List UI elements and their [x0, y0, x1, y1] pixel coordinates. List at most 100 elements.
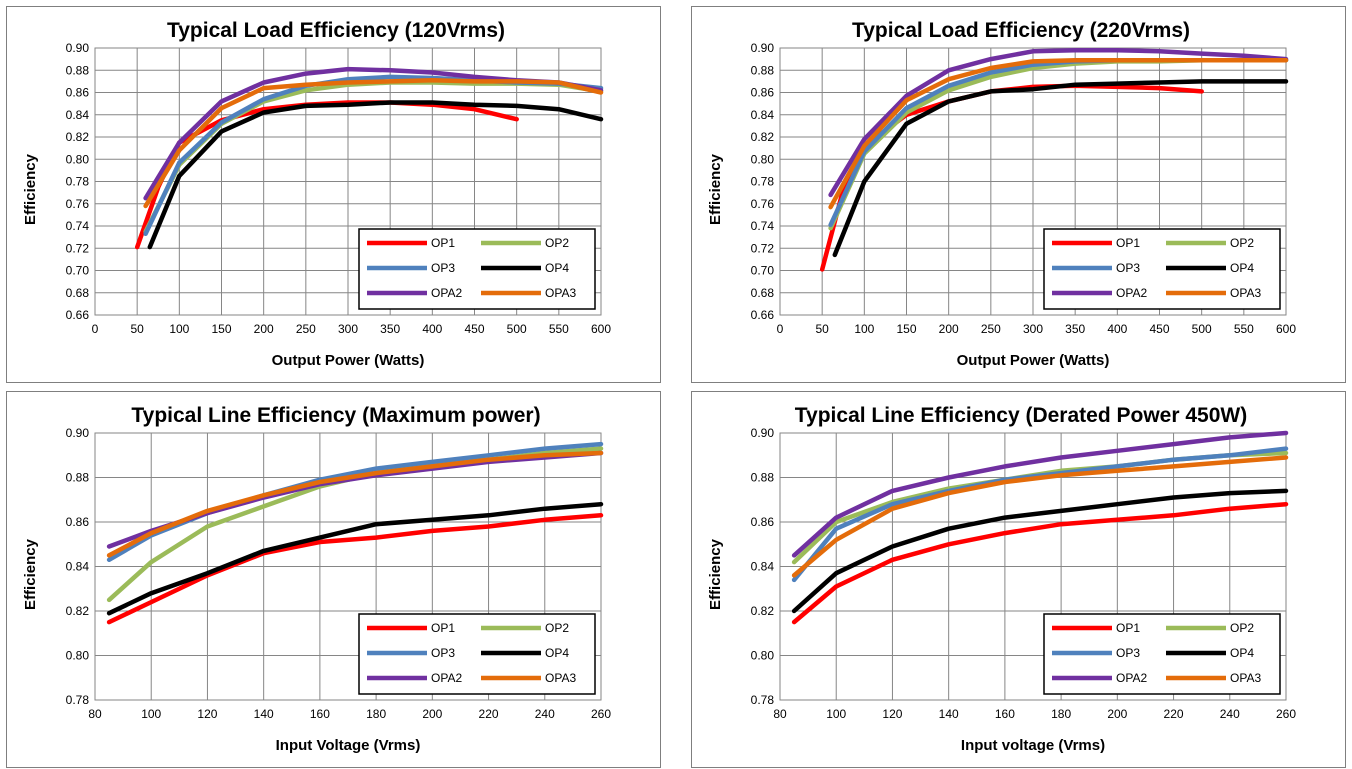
y-tick-label: 0.70 — [751, 264, 775, 278]
x-tick-label: 140 — [254, 707, 274, 721]
series-line-opa2 — [828, 47, 1289, 198]
x-tick-label: 200 — [254, 322, 274, 336]
y-axis-label: Efficiency — [707, 538, 724, 610]
y-tick-label: 0.80 — [66, 152, 90, 166]
legend-label: OP4 — [545, 261, 569, 275]
y-tick-label: 0.88 — [751, 471, 775, 485]
x-tick-label: 500 — [507, 322, 527, 336]
legend-label: OPA2 — [1116, 671, 1147, 685]
x-tick-label: 120 — [882, 707, 902, 721]
chart-panel-line-derated: Typical Line Efficiency (Derated Power 4… — [691, 391, 1346, 768]
plot-area — [779, 47, 1287, 316]
y-tick-label: 0.84 — [751, 108, 775, 122]
x-tick-label: 50 — [815, 322, 829, 336]
y-tick-label: 0.82 — [66, 604, 90, 618]
x-tick-label: 0 — [92, 322, 99, 336]
series-line-op4 — [147, 100, 604, 250]
y-tick-label: 0.70 — [66, 264, 90, 278]
legend-label: OP3 — [1116, 646, 1140, 660]
x-tick-label: 160 — [310, 707, 330, 721]
legend-label: OP2 — [545, 621, 569, 635]
x-tick-label: 450 — [1149, 322, 1169, 336]
x-axis-label: Input voltage (Vrms) — [961, 737, 1105, 754]
x-tick-label: 250 — [981, 322, 1001, 336]
x-tick-label: 150 — [896, 322, 916, 336]
series-line-opa3 — [828, 57, 1289, 210]
y-tick-label: 0.82 — [751, 130, 775, 144]
y-tick-label: 0.84 — [66, 560, 90, 574]
series-line-op2 — [791, 450, 1289, 565]
x-tick-label: 80 — [88, 707, 102, 721]
x-tick-label: 220 — [1164, 707, 1184, 721]
legend-label: OPA3 — [1230, 286, 1261, 300]
plot-area — [94, 47, 602, 316]
legend-label: OP1 — [1116, 621, 1140, 635]
y-tick-label: 0.84 — [751, 560, 775, 574]
y-tick-label: 0.90 — [751, 41, 775, 55]
y-tick-label: 0.86 — [66, 86, 90, 100]
y-tick-label: 0.68 — [66, 286, 90, 300]
chart-title: Typical Line Efficiency (Derated Power 4… — [795, 404, 1247, 427]
x-tick-label: 300 — [338, 322, 358, 336]
x-tick-label: 200 — [939, 322, 959, 336]
x-tick-label: 350 — [380, 322, 400, 336]
x-tick-label: 100 — [169, 322, 189, 336]
y-tick-label: 0.86 — [66, 515, 90, 529]
y-tick-label: 0.78 — [751, 693, 775, 707]
x-tick-label: 100 — [826, 707, 846, 721]
legend-label: OP3 — [1116, 261, 1140, 275]
y-tick-label: 0.80 — [751, 649, 775, 663]
y-tick-label: 0.90 — [66, 426, 90, 440]
series-line-op4 — [106, 501, 604, 616]
x-tick-label: 600 — [1276, 322, 1296, 336]
x-tick-label: 50 — [130, 322, 144, 336]
x-tick-label: 140 — [939, 707, 959, 721]
x-tick-label: 180 — [366, 707, 386, 721]
x-tick-label: 350 — [1065, 322, 1085, 336]
x-tick-label: 180 — [1051, 707, 1071, 721]
y-tick-label: 0.78 — [66, 175, 90, 189]
legend-label: OP1 — [431, 621, 455, 635]
y-tick-label: 0.88 — [66, 471, 90, 485]
y-tick-label: 0.84 — [66, 108, 90, 122]
legend-label: OPA3 — [545, 671, 576, 685]
x-tick-label: 550 — [1234, 322, 1254, 336]
y-tick-label: 0.76 — [66, 197, 90, 211]
chart-panel-load-120: Typical Load Efficiency (120Vrms) 0.66 0.6… — [6, 6, 661, 383]
series-line-opa2 — [106, 450, 604, 549]
x-tick-label: 120 — [197, 707, 217, 721]
legend-label: OP2 — [545, 236, 569, 250]
y-tick-label: 0.90 — [66, 41, 90, 55]
x-tick-label: 150 — [211, 322, 231, 336]
chart-load-120: Typical Load Efficiency (120Vrms) 0.66 0.6… — [22, 19, 611, 369]
y-tick-label: 0.82 — [751, 604, 775, 618]
legend-label: OP3 — [431, 261, 455, 275]
x-tick-label: 160 — [995, 707, 1015, 721]
legend-label: OPA2 — [431, 286, 462, 300]
x-axis-label: Output Power (Watts) — [957, 352, 1110, 369]
x-tick-label: 550 — [549, 322, 569, 336]
series-line-op1 — [134, 100, 519, 250]
y-tick-label: 0.78 — [66, 693, 90, 707]
y-tick-label: 0.80 — [751, 152, 775, 166]
y-axis-label: Efficiency — [707, 153, 724, 225]
x-tick-label: 100 — [141, 707, 161, 721]
legend-label: OP2 — [1230, 236, 1254, 250]
chart-panel-load-220: Typical Load Efficiency (220Vrms) 0.66 0.6… — [691, 6, 1346, 383]
y-tick-label: 0.82 — [66, 130, 90, 144]
chart-load-220: Typical Load Efficiency (220Vrms) 0.66 0.6… — [707, 19, 1296, 369]
x-tick-label: 400 — [422, 322, 442, 336]
legend-label: OP2 — [1230, 621, 1254, 635]
y-axis-label: Efficiency — [22, 153, 39, 225]
legend-label: OPA3 — [1230, 671, 1261, 685]
x-tick-label: 400 — [1107, 322, 1127, 336]
x-tick-label: 250 — [296, 322, 316, 336]
y-tick-label: 0.76 — [751, 197, 775, 211]
x-tick-label: 200 — [422, 707, 442, 721]
series-line-op1 — [106, 513, 604, 625]
chart-title: Typical Load Efficiency (220Vrms) — [852, 19, 1190, 42]
x-tick-label: 500 — [1192, 322, 1212, 336]
legend-label: OPA2 — [431, 671, 462, 685]
chart-line-derated: Typical Line Efficiency (Derated Power 4… — [707, 404, 1296, 754]
y-tick-label: 0.68 — [751, 286, 775, 300]
